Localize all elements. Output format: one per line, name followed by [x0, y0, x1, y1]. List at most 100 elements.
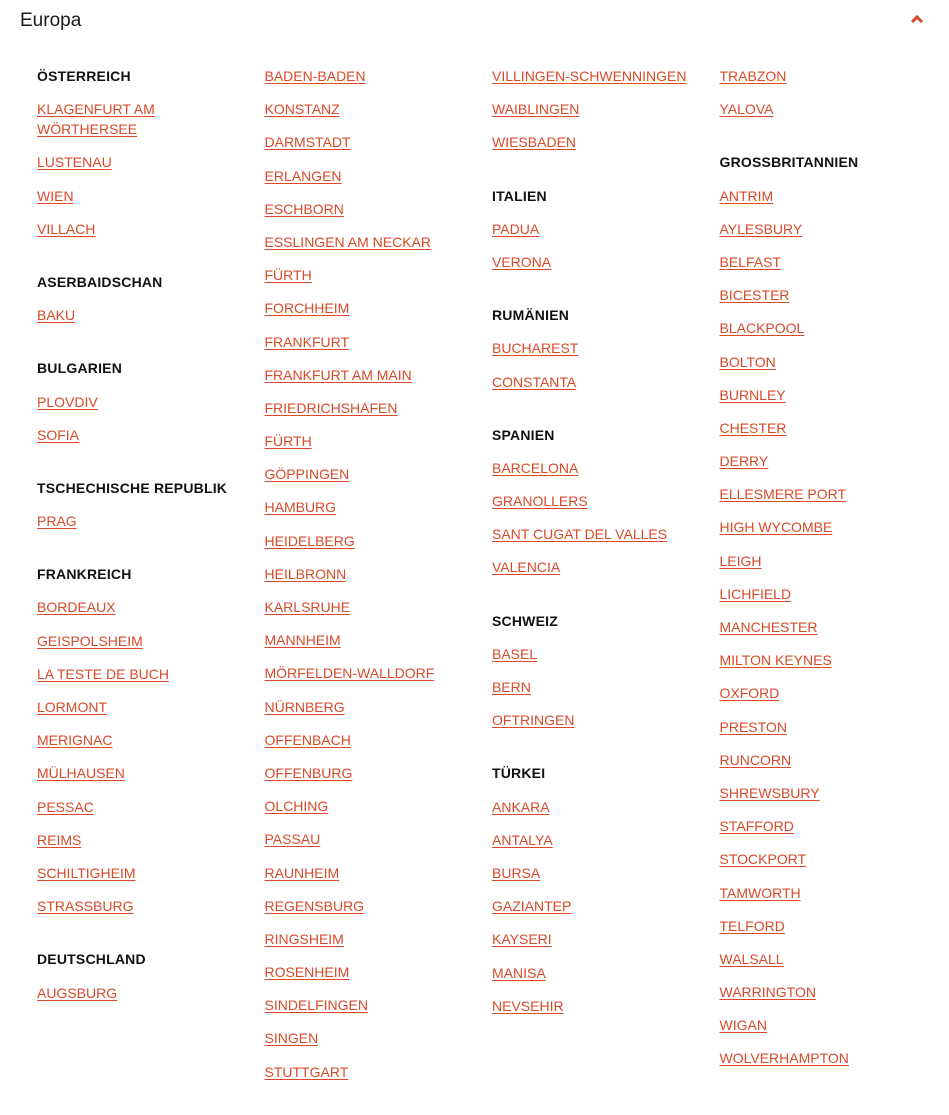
- city-link[interactable]: STAFFORD: [719, 818, 794, 835]
- city-link[interactable]: LA TESTE DE BUCH: [37, 665, 170, 682]
- city-link[interactable]: GEISPOLSHEIM: [37, 632, 143, 649]
- city-link[interactable]: SOFIA: [37, 426, 80, 443]
- city-link[interactable]: MERIGNAC: [37, 732, 113, 749]
- city-link[interactable]: HAMBURG: [264, 499, 337, 516]
- city-link[interactable]: VILLACH: [37, 220, 96, 237]
- city-link[interactable]: BADEN-BADEN: [264, 68, 366, 84]
- city-link[interactable]: HEIDELBERG: [264, 532, 355, 549]
- city-link[interactable]: YALOVA: [719, 101, 774, 118]
- city-link[interactable]: OFFENBACH: [264, 731, 351, 748]
- city-link[interactable]: HEILBRONN: [264, 565, 347, 582]
- chevron-up-icon[interactable]: [910, 14, 924, 24]
- city-link[interactable]: LEIGH: [719, 552, 762, 569]
- city-link[interactable]: WALSALL: [719, 950, 784, 967]
- city-link[interactable]: STUTTGART: [264, 1063, 349, 1080]
- city-link[interactable]: KONSTANZ: [264, 101, 340, 118]
- city-link[interactable]: SINGEN: [264, 1030, 319, 1047]
- city-link[interactable]: STOCKPORT: [719, 851, 807, 868]
- city-link[interactable]: LORMONT: [37, 699, 107, 715]
- city-link[interactable]: PADUA: [492, 220, 540, 237]
- city-link[interactable]: RUNCORN: [719, 751, 792, 768]
- city-link[interactable]: DARMSTADT: [264, 134, 351, 151]
- city-link[interactable]: LUSTENAU: [37, 154, 112, 171]
- city-link[interactable]: WARRINGTON: [719, 984, 816, 1001]
- city-link[interactable]: WOLVERHAMPTON: [719, 1050, 849, 1067]
- city-link[interactable]: MANISA: [492, 964, 546, 981]
- city-link[interactable]: PRAG: [37, 513, 77, 530]
- city-link[interactable]: BASEL: [492, 645, 538, 662]
- city-link[interactable]: BAKU: [37, 307, 76, 324]
- city-link[interactable]: ANTALYA: [492, 831, 553, 848]
- city-link[interactable]: ERLANGEN: [264, 167, 342, 184]
- city-link[interactable]: BORDEAUX: [37, 599, 116, 616]
- city-link[interactable]: ESCHBORN: [264, 200, 344, 217]
- city-link[interactable]: OFTRINGEN: [492, 712, 575, 729]
- city-link[interactable]: MILTON KEYNES: [719, 652, 832, 669]
- city-link[interactable]: OXFORD: [719, 685, 780, 702]
- city-link[interactable]: ELLESMERE PORT: [719, 486, 847, 503]
- city-link[interactable]: BURNLEY: [719, 386, 786, 403]
- city-link[interactable]: SINDELFINGEN: [264, 997, 368, 1014]
- city-link[interactable]: FRANKFURT: [264, 333, 350, 350]
- city-link[interactable]: KAYSERI: [492, 931, 552, 948]
- city-link[interactable]: GRANOLLERS: [492, 493, 588, 510]
- city-link[interactable]: WIGAN: [719, 1017, 767, 1034]
- city-link[interactable]: CONSTANTA: [492, 373, 577, 390]
- city-link[interactable]: BARCELONA: [492, 459, 579, 476]
- city-link[interactable]: ESSLINGEN AM NECKAR: [264, 233, 432, 250]
- city-link[interactable]: GAZIANTEP: [492, 898, 572, 915]
- city-link[interactable]: DERRY: [719, 453, 769, 470]
- city-link[interactable]: OFFENBURG: [264, 764, 353, 781]
- city-link[interactable]: BURSA: [492, 864, 541, 881]
- city-link[interactable]: BERN: [492, 679, 531, 695]
- city-link[interactable]: MÜLHAUSEN: [37, 765, 125, 782]
- city-link[interactable]: WIESBADEN: [492, 134, 577, 151]
- city-link[interactable]: AYLESBURY: [719, 220, 803, 237]
- city-link[interactable]: SANT CUGAT DEL VALLES: [492, 526, 668, 543]
- city-link[interactable]: WAIBLINGEN: [492, 101, 580, 118]
- city-link[interactable]: FÜRTH: [264, 267, 312, 284]
- city-link[interactable]: AUGSBURG: [37, 984, 118, 1001]
- city-link[interactable]: STRASSBURG: [37, 898, 134, 915]
- city-link[interactable]: VALENCIA: [492, 559, 561, 576]
- city-link[interactable]: RAUNHEIM: [264, 864, 340, 881]
- city-link[interactable]: PASSAU: [264, 831, 321, 848]
- city-link[interactable]: NEVSEHIR: [492, 997, 564, 1014]
- city-link[interactable]: BELFAST: [719, 253, 781, 270]
- city-link[interactable]: NÜRNBERG: [264, 698, 345, 715]
- city-link[interactable]: PESSAC: [37, 798, 94, 815]
- city-link[interactable]: MANNHEIM: [264, 632, 341, 649]
- city-link[interactable]: REIMS: [37, 831, 82, 848]
- city-link[interactable]: CHESTER: [719, 419, 787, 436]
- city-link[interactable]: PLOVDIV: [37, 393, 98, 410]
- city-link[interactable]: FRANKFURT AM MAIN: [264, 366, 412, 383]
- city-link[interactable]: TAMWORTH: [719, 884, 801, 901]
- city-link[interactable]: BOLTON: [719, 353, 776, 370]
- city-link[interactable]: FORCHHEIM: [264, 300, 350, 317]
- city-link[interactable]: RINGSHEIM: [264, 930, 344, 947]
- city-link[interactable]: WIEN: [37, 187, 74, 204]
- city-link[interactable]: FÜRTH: [264, 433, 312, 450]
- city-link[interactable]: TRABZON: [719, 68, 787, 84]
- city-link[interactable]: LICHFIELD: [719, 585, 792, 602]
- city-link[interactable]: ANKARA: [492, 798, 550, 815]
- city-link[interactable]: MÖRFELDEN-WALLDORF: [264, 665, 435, 682]
- city-link[interactable]: REGENSBURG: [264, 897, 365, 914]
- city-link[interactable]: ROSENHEIM: [264, 964, 350, 981]
- city-link[interactable]: BICESTER: [719, 287, 790, 304]
- city-link[interactable]: BUCHAREST: [492, 340, 579, 357]
- city-link[interactable]: SCHILTIGHEIM: [37, 864, 136, 881]
- city-link[interactable]: MANCHESTER: [719, 619, 818, 635]
- city-link[interactable]: VILLINGEN-SCHWENNINGEN: [492, 68, 687, 84]
- city-link[interactable]: SHREWSBURY: [719, 784, 820, 801]
- city-link[interactable]: TELFORD: [719, 917, 785, 934]
- city-link[interactable]: KARLSRUHE: [264, 599, 351, 615]
- city-link[interactable]: GÖPPINGEN: [264, 466, 350, 483]
- city-link[interactable]: BLACKPOOL: [719, 320, 805, 337]
- city-link[interactable]: ANTRIM: [719, 187, 774, 204]
- city-link[interactable]: FRIEDRICHSHAFEN: [264, 399, 398, 416]
- city-link[interactable]: PRESTON: [719, 718, 787, 735]
- city-link[interactable]: VERONA: [492, 253, 552, 270]
- city-link[interactable]: OLCHING: [264, 798, 329, 815]
- city-link[interactable]: HIGH WYCOMBE: [719, 519, 833, 536]
